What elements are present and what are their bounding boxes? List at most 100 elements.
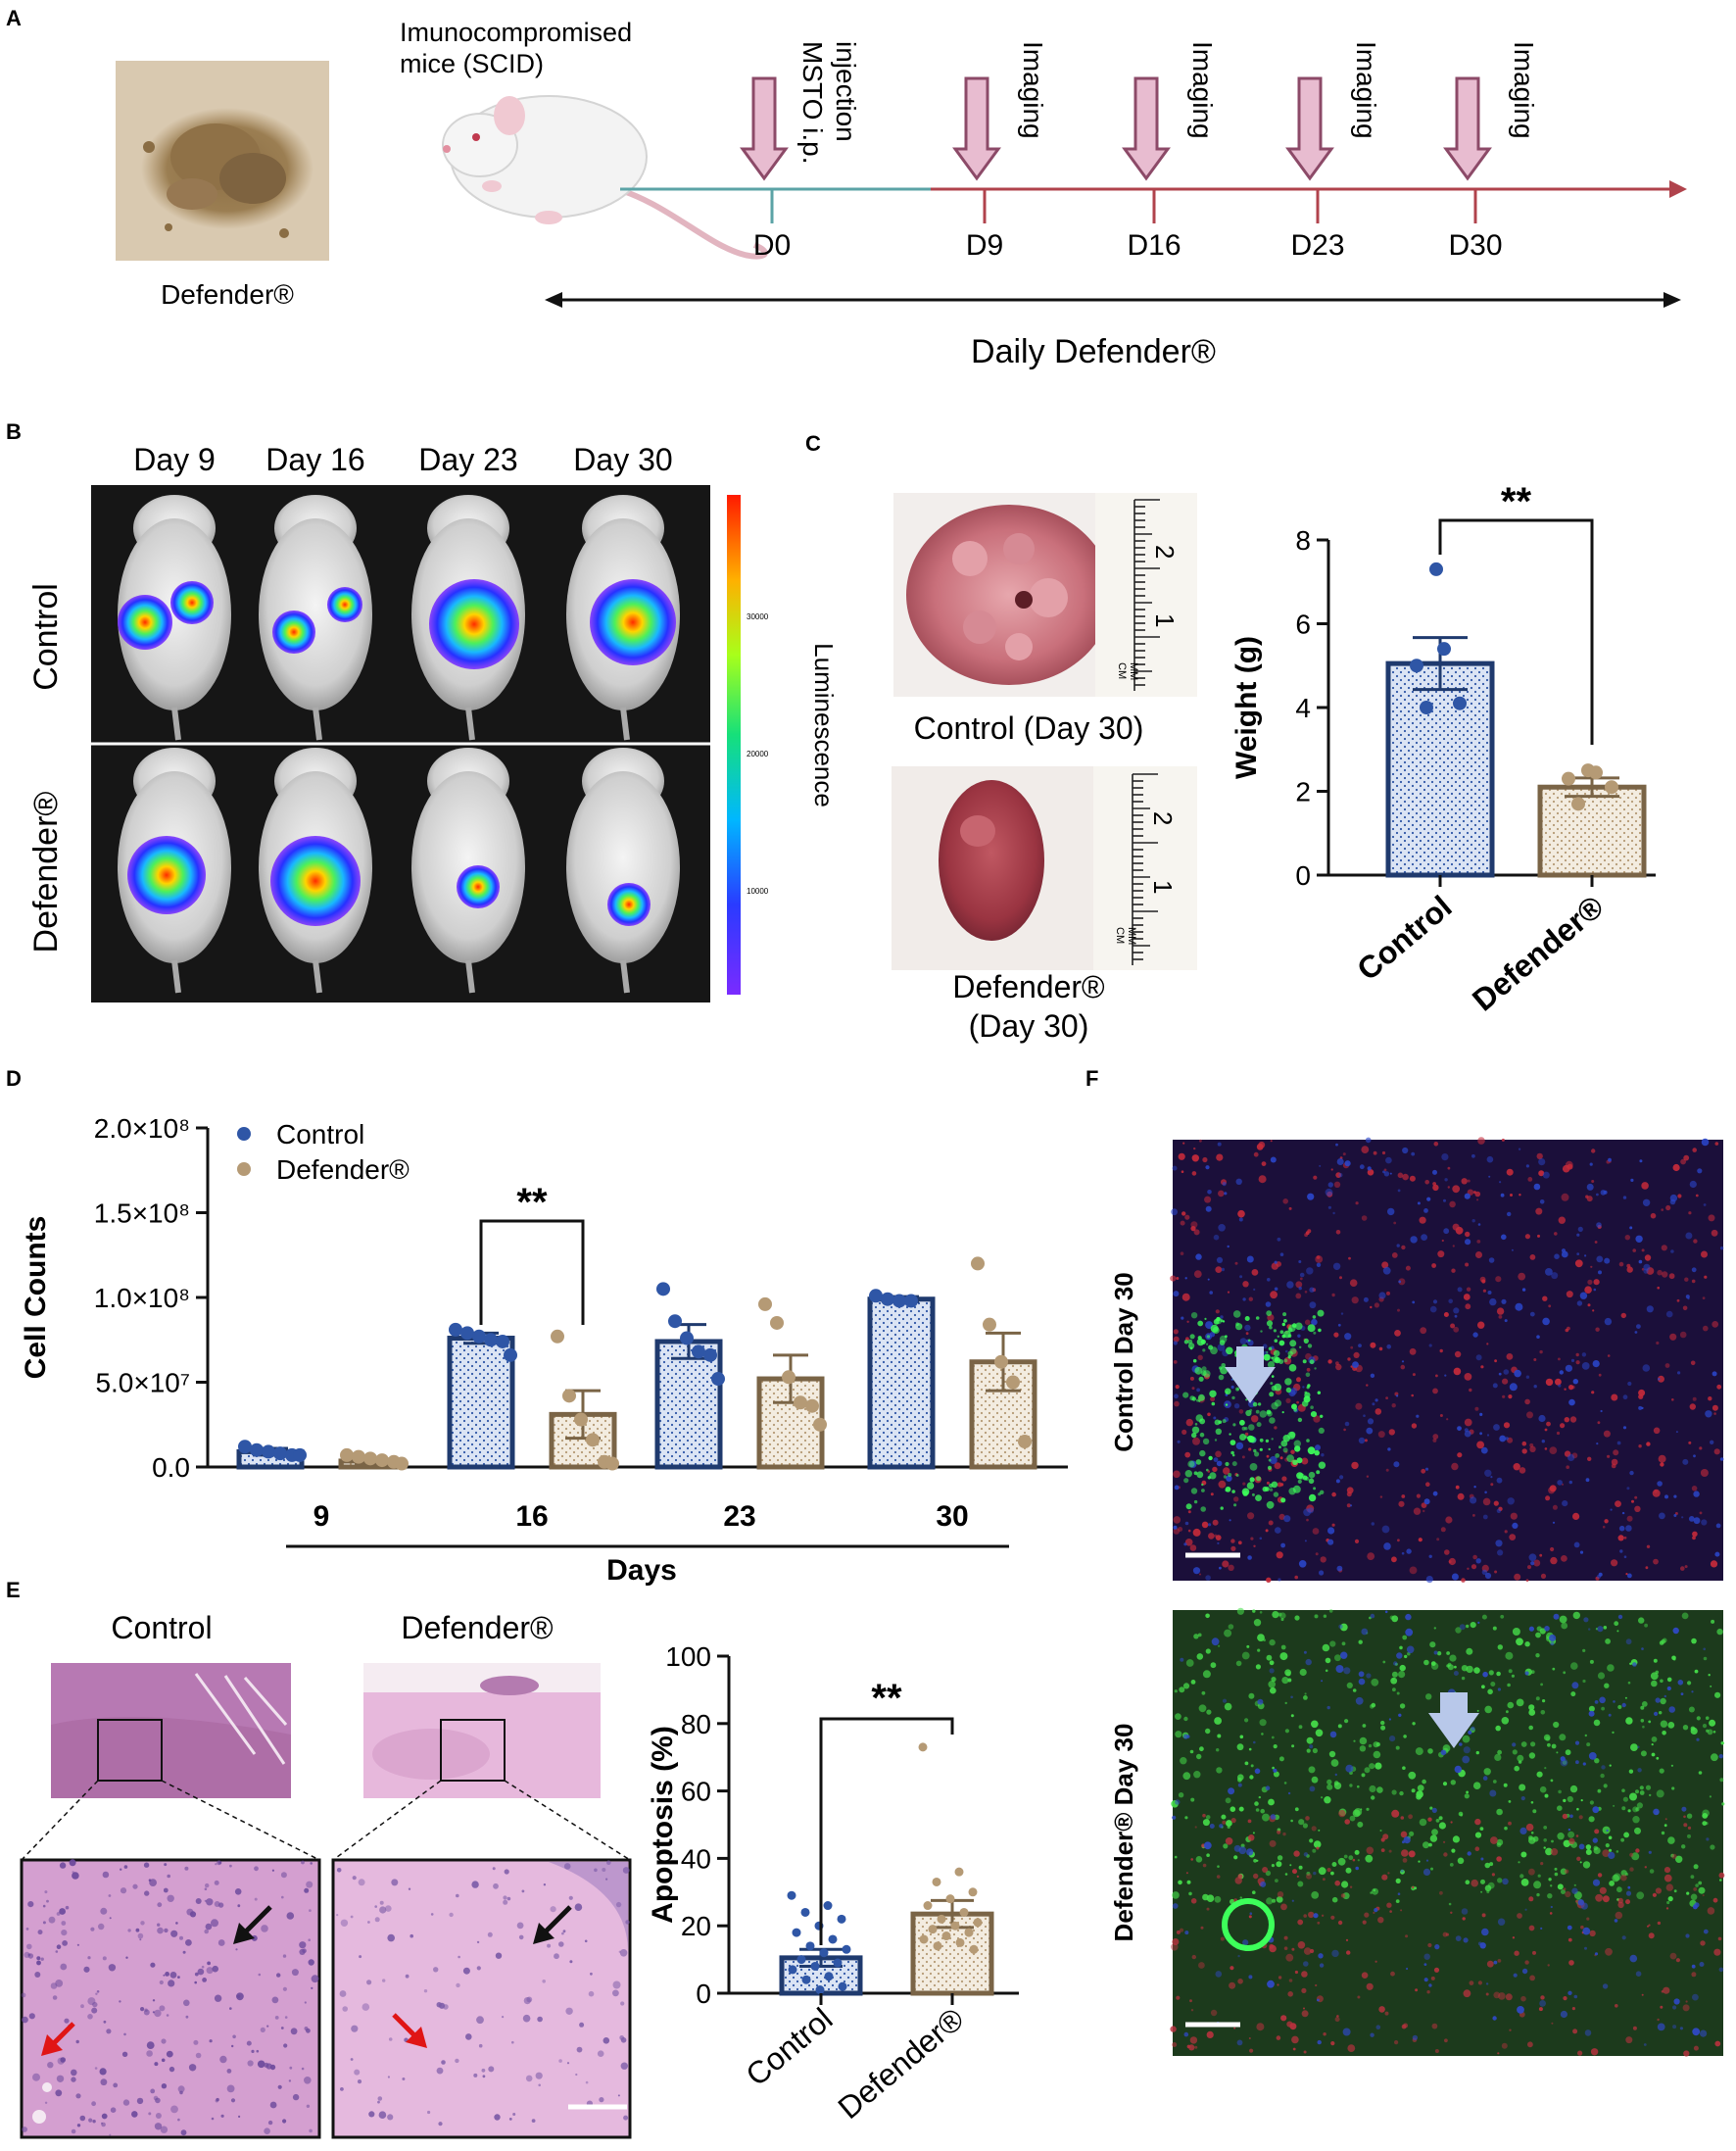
- ivis-mouse: [566, 495, 680, 741]
- data-point: [918, 1742, 928, 1752]
- colorbar-label: Luminescence: [809, 643, 839, 807]
- ivis-mouse: [259, 495, 372, 741]
- panel-b-letter: B: [6, 419, 22, 444]
- data-point: [574, 1412, 588, 1427]
- data-point: [928, 1925, 938, 1934]
- legend-label: Defender®: [276, 1154, 410, 1185]
- y-tick-label: 0: [696, 1979, 711, 2009]
- significance-bracket: [819, 1717, 954, 1945]
- data-point: [460, 1326, 474, 1341]
- ivis-mouse: [411, 495, 525, 741]
- ruler-mm-control: MM: [1128, 662, 1139, 680]
- data-point: [504, 1347, 517, 1362]
- data-point: [363, 1451, 377, 1466]
- luminescence-signal: [590, 579, 676, 665]
- bar-Control-16: [447, 1336, 515, 1470]
- data-point: [919, 1934, 929, 1944]
- data-point: [1453, 696, 1467, 710]
- ruler-cm-control: CM: [1116, 662, 1128, 679]
- x-tick-label: Defender®: [1466, 889, 1611, 1018]
- day-header: Day 30: [573, 442, 672, 477]
- luminescence-signal: [270, 836, 361, 926]
- red-arrow-defender: [392, 2013, 427, 2048]
- x-tick-label: 23: [723, 1500, 755, 1533]
- data-point: [828, 1934, 838, 1944]
- panel-c: C 2 1 MM CM Control (Day 30) 2 1 M: [805, 431, 1656, 1044]
- data-point: [787, 1890, 796, 1900]
- data-point: [656, 1282, 670, 1296]
- caption-defender-line1: Defender®: [952, 969, 1105, 1004]
- luminescence-signal: [170, 581, 214, 624]
- bar-1: [910, 1911, 994, 1996]
- significance-label: **: [1501, 480, 1532, 523]
- ruler-mark-1-control: 1: [1150, 613, 1180, 627]
- panel-a-letter: A: [6, 6, 22, 30]
- powder-caption: Defender®: [161, 279, 294, 310]
- data-point: [932, 1877, 941, 1886]
- data-point: [782, 1370, 796, 1385]
- luminescence-signal: [429, 579, 519, 669]
- y-tick-label: 100: [665, 1641, 711, 1672]
- ivis-mouse: [118, 748, 231, 994]
- data-point: [250, 1442, 264, 1457]
- data-point: [881, 1292, 894, 1306]
- data-point: [1420, 701, 1433, 714]
- imaging-label: Imaging: [1351, 41, 1381, 139]
- bar-Control-23: [654, 1339, 723, 1470]
- data-point: [869, 1289, 883, 1303]
- injection-label: injection: [831, 41, 861, 142]
- x-tick-label: Control: [1350, 889, 1458, 988]
- data-point: [800, 1907, 810, 1917]
- y-tick-label: 1.5×10⁸: [94, 1198, 190, 1229]
- data-point: [933, 1941, 942, 1951]
- data-point: [496, 1334, 509, 1348]
- ruler-mark-2-defender: 2: [1148, 811, 1178, 825]
- panel-f: F Control Day 30 Defender® Day 30: [1085, 1066, 1725, 2057]
- legend-marker: [237, 1127, 251, 1141]
- imaging-arrow-icon: [1122, 76, 1171, 181]
- y-tick-label: 0: [1295, 860, 1311, 891]
- data-point: [824, 1972, 834, 1981]
- daily-range-left-arrow: [545, 292, 562, 308]
- data-point: [680, 1331, 694, 1345]
- timeline-arrowhead: [1669, 180, 1687, 198]
- histology-label-control: Control: [111, 1610, 212, 1645]
- panel-e-letter: E: [6, 1578, 21, 1602]
- data-point: [973, 1918, 983, 1928]
- y-tick-label: 60: [681, 1777, 711, 1807]
- y-tick-label: 8: [1295, 525, 1311, 556]
- x-axis-label: Days: [606, 1554, 677, 1587]
- ivis-mouse: [411, 748, 525, 994]
- data-point: [833, 1958, 843, 1968]
- black-arrow-control: [233, 1905, 272, 1944]
- injection-label: MSTO i.p.: [797, 41, 828, 165]
- day-header: Day 16: [265, 442, 364, 477]
- day-header: Day 9: [133, 442, 216, 477]
- y-tick-label: 2: [1295, 777, 1311, 807]
- y-axis-label: Apoptosis (%): [647, 1726, 679, 1924]
- histology-label-defender: Defender®: [401, 1610, 554, 1645]
- imaging-arrow-icon: [1285, 76, 1334, 181]
- data-point: [562, 1389, 576, 1403]
- luminescence-signal: [607, 883, 651, 926]
- data-point: [968, 1887, 978, 1897]
- data-point: [711, 1372, 725, 1387]
- data-point: [838, 1981, 847, 1991]
- histology-high-defender: [331, 1858, 632, 2139]
- panel-f-letter: F: [1085, 1066, 1098, 1091]
- tumor-photo-defender: 2 1 MM CM: [892, 766, 1197, 970]
- luminescence-signal: [127, 836, 206, 914]
- colorbar-tick-20000: 20000: [747, 750, 769, 758]
- data-point: [959, 1907, 969, 1917]
- if-row-label-defender: Defender® Day 30: [1109, 1724, 1138, 1942]
- histology-low-control: [51, 1663, 291, 1798]
- data-point: [801, 1975, 811, 1984]
- weight-chart: 0 2 4 6 8 Weight (g) Control Defender® **: [1230, 480, 1656, 1018]
- ruler-mm-defender: MM: [1126, 927, 1137, 945]
- if-image-defender: [1170, 1607, 1725, 2057]
- data-point: [805, 1941, 815, 1951]
- injection-arrow-icon: [740, 76, 789, 181]
- row-label-control: Control: [27, 583, 65, 691]
- legend-label: Control: [276, 1119, 364, 1149]
- y-tick-label: 2.0×10⁸: [94, 1113, 190, 1144]
